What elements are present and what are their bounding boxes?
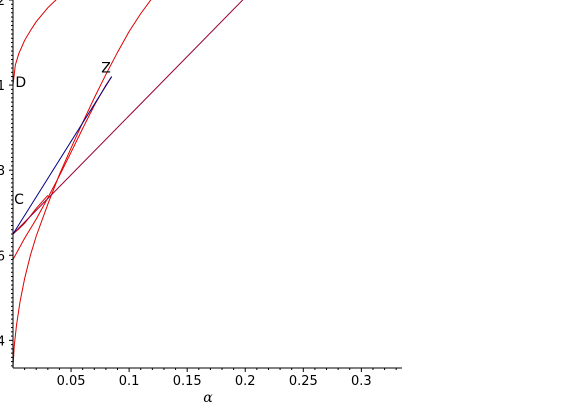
x-tick-label: 0.25 [289, 374, 318, 389]
series-line-2 [12, 0, 152, 369]
x-tick-label: 0.15 [173, 374, 202, 389]
curves-group [12, 0, 244, 369]
series-line-1 [12, 0, 57, 86]
x-tick-label: 0.1 [119, 374, 140, 389]
x-tick-label: 0.3 [351, 374, 372, 389]
y-tick-label: 1 [0, 79, 5, 94]
series-line-5 [12, 0, 244, 235]
x-tick-label: 0.2 [235, 374, 256, 389]
y-tick-label: .6 [0, 249, 5, 264]
point-label-z: Z [101, 60, 111, 76]
y-tick-label: 1.2 [0, 0, 5, 9]
y-tick-label: .4 [0, 334, 5, 349]
labels-group: D Z C [14, 60, 111, 208]
series-line-6 [12, 76, 113, 235]
y-tick-label: .8 [0, 164, 5, 179]
x-tick-label: 0.05 [57, 374, 86, 389]
point-label-c: C [14, 192, 24, 208]
point-label-d: D [15, 75, 26, 91]
ticks-group: 0.05 0.1 0.15 0.2 0.25 0.3 .4 .6 .8 1 1.2 [0, 0, 397, 389]
x-axis-label: α [203, 390, 213, 406]
axes-group [12, 0, 402, 369]
